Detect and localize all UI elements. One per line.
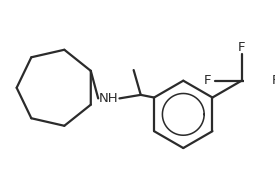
Text: NH: NH xyxy=(99,92,119,105)
Text: F: F xyxy=(271,74,275,87)
Text: F: F xyxy=(238,40,245,53)
Text: F: F xyxy=(204,74,212,87)
